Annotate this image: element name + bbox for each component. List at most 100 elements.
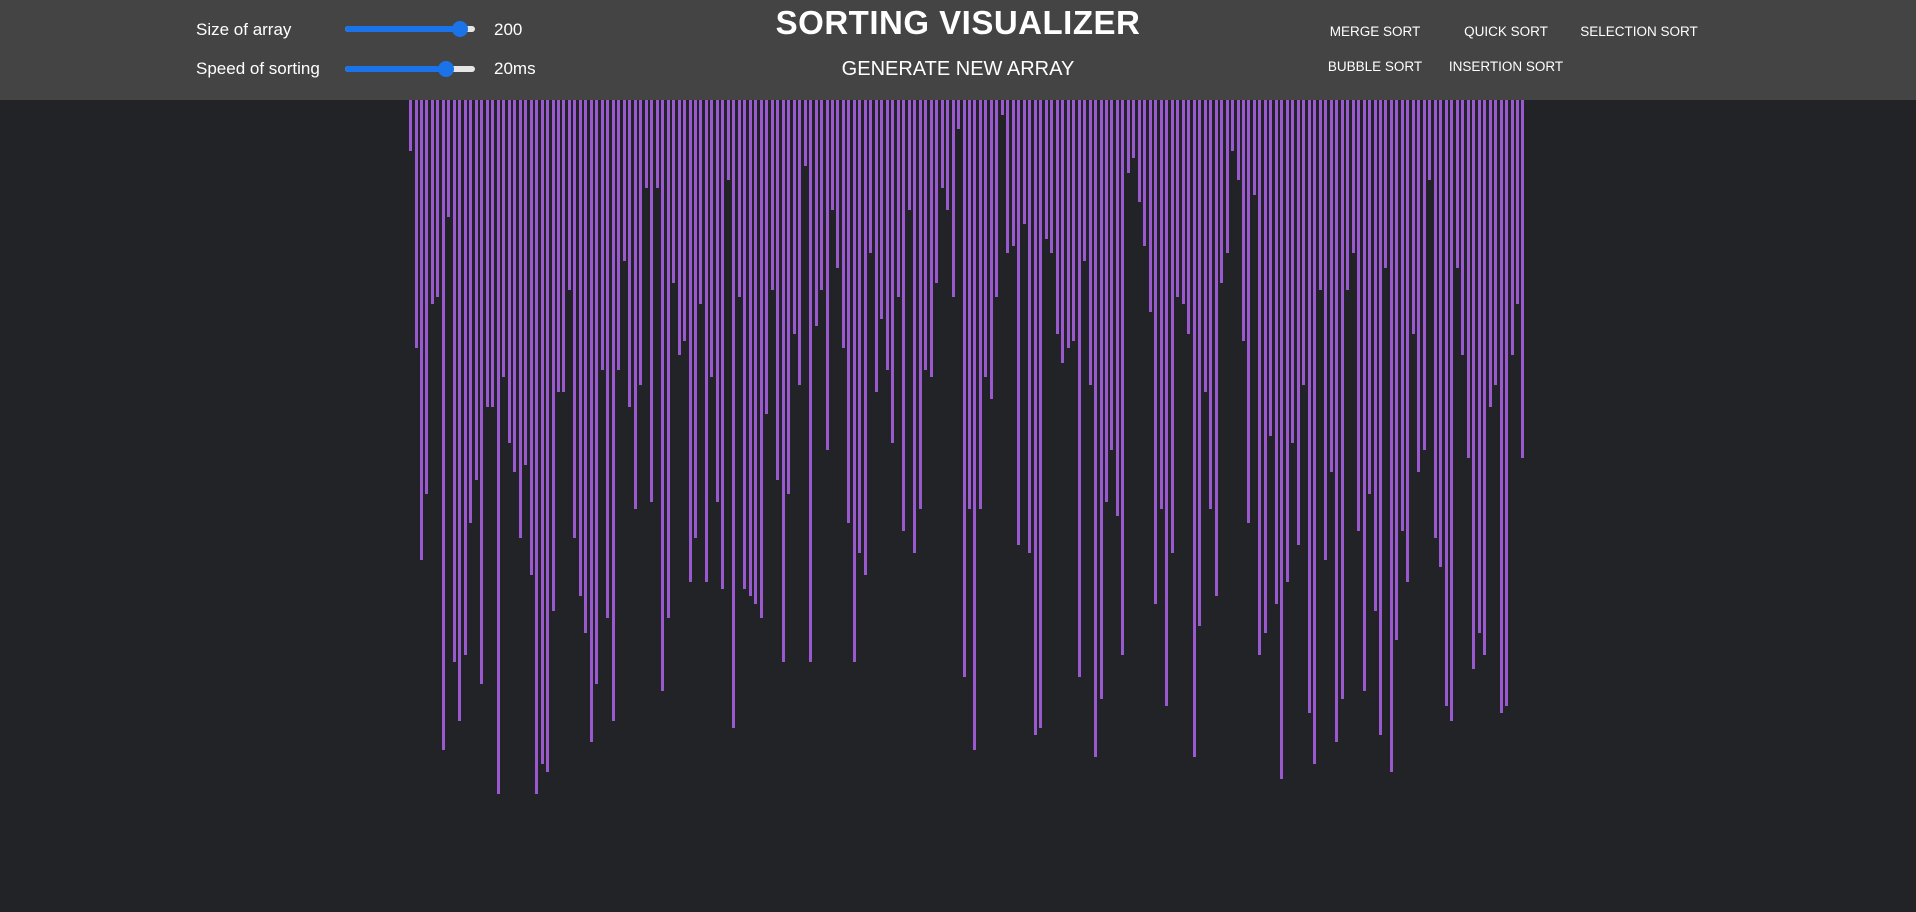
array-bar bbox=[557, 100, 560, 392]
array-bar bbox=[710, 100, 714, 377]
array-bar bbox=[1340, 100, 1344, 699]
array-bar bbox=[803, 100, 807, 166]
array-bar bbox=[765, 100, 769, 414]
array-bar bbox=[1105, 100, 1108, 502]
array-bar bbox=[869, 100, 873, 253]
array-bar bbox=[1236, 100, 1240, 180]
bubble-sort-button[interactable]: BUBBLE SORT bbox=[1327, 59, 1423, 74]
array-bar bbox=[1181, 100, 1185, 304]
selection-sort-button[interactable]: SELECTION SORT bbox=[1580, 24, 1698, 39]
array-bar bbox=[1488, 100, 1492, 407]
array-bar bbox=[1077, 100, 1081, 677]
array-bar bbox=[611, 100, 615, 721]
array-bar bbox=[1477, 100, 1481, 633]
array-bar bbox=[1148, 100, 1152, 312]
array-bar bbox=[1050, 100, 1054, 253]
size-slider-thumb[interactable] bbox=[452, 21, 469, 37]
array-bar bbox=[737, 100, 741, 297]
array-bar bbox=[1061, 100, 1065, 363]
insertion-sort-button[interactable]: INSERTION SORT bbox=[1448, 59, 1564, 74]
array-bar bbox=[940, 100, 944, 188]
array-bar bbox=[1389, 100, 1393, 772]
array-bar bbox=[1307, 100, 1311, 713]
array-bar bbox=[1379, 100, 1382, 735]
array-bar bbox=[474, 100, 478, 480]
size-slider[interactable] bbox=[345, 21, 475, 37]
array-bar bbox=[1247, 100, 1251, 523]
array-bar bbox=[924, 100, 928, 370]
array-bar bbox=[1154, 100, 1158, 604]
array-bar bbox=[655, 100, 659, 188]
array-bar bbox=[1132, 100, 1136, 158]
array-bar bbox=[430, 100, 434, 304]
array-bar bbox=[1362, 100, 1366, 691]
array-bar bbox=[496, 100, 500, 794]
array-bar bbox=[852, 100, 856, 662]
array-bar bbox=[1203, 100, 1207, 392]
array-bar bbox=[513, 100, 517, 472]
array-bar bbox=[973, 100, 977, 750]
array-bar bbox=[420, 100, 423, 560]
array-bar bbox=[1411, 100, 1415, 334]
array-bar bbox=[425, 100, 429, 494]
array-bar bbox=[1088, 100, 1092, 385]
quick-sort-button[interactable]: QUICK SORT bbox=[1464, 24, 1548, 39]
array-bar bbox=[1428, 100, 1432, 180]
array-bar bbox=[1318, 100, 1322, 290]
array-bar bbox=[1472, 100, 1476, 669]
array-bar bbox=[896, 100, 900, 297]
array-bar bbox=[946, 100, 949, 210]
array-bar bbox=[825, 100, 829, 450]
speed-slider-thumb[interactable] bbox=[438, 61, 455, 77]
array-bar bbox=[595, 100, 599, 684]
array-bar bbox=[754, 100, 758, 604]
array-bar bbox=[1252, 100, 1256, 195]
generate-array-button[interactable]: GENERATE NEW ARRAY bbox=[841, 58, 1075, 80]
array-bar bbox=[836, 100, 840, 268]
array-bar bbox=[1444, 100, 1448, 706]
speed-slider[interactable] bbox=[345, 61, 475, 77]
size-label: Size of array bbox=[196, 20, 292, 39]
array-bar bbox=[1373, 100, 1377, 611]
array-bar bbox=[831, 100, 834, 210]
array-bar bbox=[1422, 100, 1426, 450]
speed-value: 20ms bbox=[494, 59, 536, 78]
array-bar bbox=[809, 100, 812, 662]
merge-sort-button[interactable]: MERGE SORT bbox=[1329, 24, 1421, 39]
array-bar bbox=[672, 100, 675, 283]
array-bar bbox=[524, 100, 528, 465]
array-bar bbox=[704, 100, 708, 582]
array-bar bbox=[1028, 100, 1032, 553]
array-bar bbox=[962, 100, 966, 677]
array-bar bbox=[1170, 100, 1174, 553]
array-bar bbox=[885, 100, 889, 370]
array-bar bbox=[814, 100, 818, 326]
array-bar bbox=[1516, 100, 1519, 304]
array-bar bbox=[781, 100, 785, 662]
array-bar bbox=[535, 100, 538, 794]
array-bar bbox=[1187, 100, 1191, 334]
array-bar bbox=[633, 100, 637, 509]
array-bar bbox=[1357, 100, 1360, 531]
array-bar bbox=[798, 100, 802, 385]
array-bar bbox=[584, 100, 588, 633]
array-bar bbox=[1022, 100, 1026, 224]
array-bar bbox=[1066, 100, 1070, 348]
array-bar bbox=[666, 100, 670, 618]
array-bar bbox=[968, 100, 971, 509]
array-bar bbox=[841, 100, 845, 348]
array-bar bbox=[480, 100, 484, 684]
array-bar bbox=[1329, 100, 1333, 472]
array-bar bbox=[518, 100, 522, 538]
array-bar bbox=[1000, 100, 1004, 115]
array-bar bbox=[902, 100, 906, 531]
array-bar bbox=[748, 100, 752, 596]
array-bar bbox=[677, 100, 681, 355]
array-bar bbox=[540, 100, 544, 764]
array-bar bbox=[935, 100, 939, 283]
array-bar bbox=[732, 100, 736, 728]
array-bar bbox=[863, 100, 867, 575]
array-bar bbox=[1033, 100, 1037, 735]
array-bar bbox=[792, 100, 796, 334]
array-bar bbox=[622, 100, 626, 261]
